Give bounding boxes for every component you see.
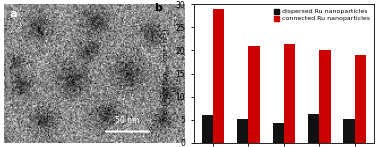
Bar xyxy=(319,50,331,143)
Bar xyxy=(202,115,213,143)
Text: 50 nm: 50 nm xyxy=(115,116,140,125)
Y-axis label: Yield Rate (μg$_{NH_3}$ cm$^{-2}$ h$^{-1}$): Yield Rate (μg$_{NH_3}$ cm$^{-2}$ h$^{-1… xyxy=(161,27,174,120)
Bar xyxy=(248,46,260,143)
Text: a: a xyxy=(9,9,17,19)
Bar xyxy=(237,119,248,143)
Bar xyxy=(284,44,295,143)
Text: b: b xyxy=(154,3,162,13)
Bar xyxy=(273,123,284,143)
Bar xyxy=(343,119,355,143)
Bar xyxy=(308,114,319,143)
Legend: dispersed Ru nanoparticles, connected Ru nanoparticles: dispersed Ru nanoparticles, connected Ru… xyxy=(273,7,371,23)
Bar xyxy=(213,9,225,143)
Bar xyxy=(355,55,366,143)
